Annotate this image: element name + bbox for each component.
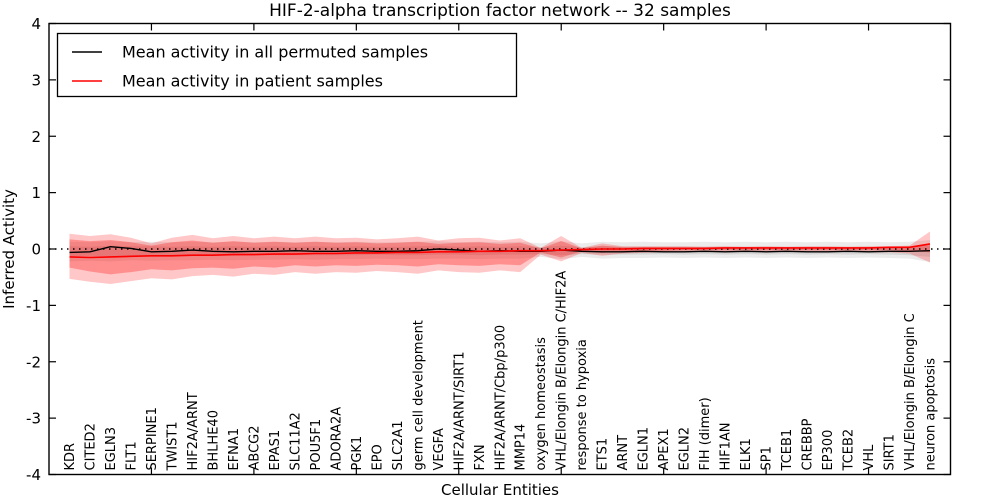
category-labels: KDR CITED2 EGLN3 FLT1 SERPINE1 TWIST1 HIF2A/AR… <box>63 271 939 472</box>
y-tick-label: -4 <box>26 466 41 484</box>
x-category-label: EGLN2 <box>678 427 693 471</box>
x-category-label: VHL <box>862 444 877 471</box>
x-category-label: germ cell development <box>411 320 426 470</box>
x-category-label: HIF1AN <box>719 423 734 471</box>
x-category-label: VEGFA <box>432 428 447 470</box>
y-tick-label: -2 <box>26 353 41 371</box>
x-category-label: ELK1 <box>739 438 754 470</box>
x-category-label: POU5F1 <box>309 419 324 471</box>
x-category-label: CREBBP <box>801 418 816 470</box>
x-category-label: TCEB1 <box>780 429 795 472</box>
axes: -4 -3 -2 -1 0 1 2 3 4 <box>26 15 952 484</box>
x-category-label: EP300 <box>821 430 836 471</box>
x-category-label: HIF2A/ARNT/Cbp/p300 <box>493 325 508 471</box>
y-tick-label: 0 <box>31 241 41 259</box>
x-category-label: SLC11A2 <box>288 412 303 470</box>
x-category-label: ARNT <box>616 435 631 471</box>
x-category-label: PGK1 <box>350 436 365 471</box>
y-tick-label: -3 <box>26 410 41 428</box>
y-tick-label: -1 <box>26 297 41 315</box>
x-category-label: TCEB2 <box>842 429 857 472</box>
x-axis-label: Cellular Entities <box>441 481 559 499</box>
x-category-label: HIF2A/ARNT <box>186 392 201 470</box>
x-category-label: MMP14 <box>514 424 529 471</box>
y-tick-label: 4 <box>31 15 41 33</box>
legend-label-patient: Mean activity in patient samples <box>122 72 383 91</box>
y-tick-label: 1 <box>31 184 41 202</box>
legend-box <box>56 32 518 98</box>
confidence-bands <box>69 231 930 284</box>
x-category-label: KDR <box>63 443 78 471</box>
x-category-label: TWIST1 <box>165 421 180 471</box>
x-category-label: ADORA2A <box>329 407 344 471</box>
x-category-label: EGLN3 <box>104 427 119 471</box>
series-lines <box>49 243 951 259</box>
x-category-label: SERPINE1 <box>145 407 160 470</box>
x-category-label: neuron apoptosis <box>924 358 939 471</box>
x-category-label: response to hypoxia <box>575 339 590 470</box>
x-category-label: EGLN1 <box>637 427 652 471</box>
x-category-label: oxygen homeostasis <box>534 337 549 471</box>
x-category-label: VHL/Elongin B/Elongin C <box>903 313 918 470</box>
x-category-label: ABCG2 <box>247 425 262 470</box>
legend-label-permuted: Mean activity in all permuted samples <box>122 43 428 62</box>
y-axis-label: Inferred Activity <box>0 189 18 309</box>
x-category-label: EPO <box>370 444 385 470</box>
x-category-label: HIF2A/ARNT/SIRT1 <box>452 352 467 471</box>
x-category-label: EPAS1 <box>268 430 283 471</box>
x-category-label: SIRT1 <box>883 434 898 470</box>
y-tick-label: 3 <box>31 71 41 89</box>
y-tick-label: 2 <box>31 128 41 146</box>
x-category-label: SLC2A1 <box>391 420 406 470</box>
x-category-label: APEX1 <box>657 428 672 470</box>
x-category-label: FXN <box>473 444 488 470</box>
patient-band-outer <box>69 231 930 284</box>
chart-title: HIF-2-alpha transcription factor network… <box>269 1 731 21</box>
x-category-label: ETS1 <box>596 438 611 471</box>
x-category-label: EFNA1 <box>227 428 242 471</box>
x-category-label: FIH (dimer) <box>698 397 713 470</box>
x-category-label: BHLHE40 <box>206 410 221 470</box>
x-category-label: CITED2 <box>83 423 98 470</box>
legend: Mean activity in all permuted samples Me… <box>56 32 518 98</box>
x-category-label: VHL/Elongin B/Elongin C/HIF2A <box>555 271 570 471</box>
patient-mean-line <box>69 243 931 259</box>
x-category-label: FLT1 <box>124 441 139 470</box>
x-category-label: SP1 <box>760 446 775 470</box>
